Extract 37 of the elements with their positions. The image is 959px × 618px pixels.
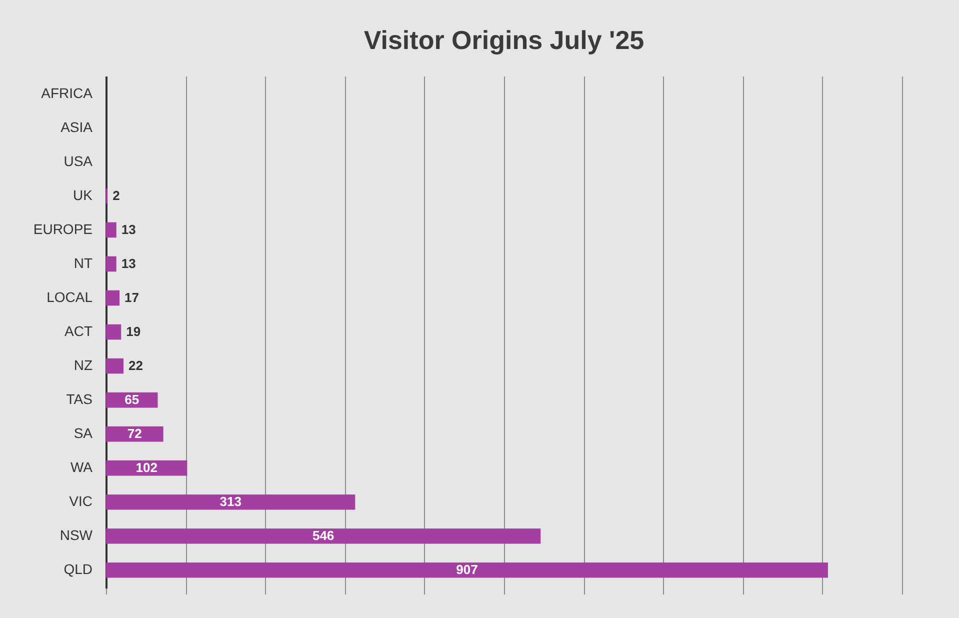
- y-tick-label: LOCAL: [46, 288, 93, 305]
- y-tick-label: VIC: [69, 493, 92, 510]
- bar: [106, 222, 116, 238]
- y-tick-label: NZ: [74, 357, 93, 374]
- y-tick-label: TAS: [66, 391, 92, 408]
- y-tick-label: NSW: [60, 527, 94, 544]
- y-tick-label: WA: [70, 459, 94, 476]
- data-label: 13: [121, 222, 136, 237]
- data-label: 13: [121, 256, 136, 271]
- y-tick-label: EUROPE: [33, 220, 92, 237]
- chart-title: Visitor Origins July '25: [364, 25, 644, 55]
- data-label: 72: [127, 426, 142, 442]
- data-label: 65: [124, 392, 140, 408]
- bar: [106, 324, 122, 340]
- bar: [106, 494, 356, 510]
- y-tick-label: UK: [73, 186, 94, 203]
- bar: [106, 562, 828, 578]
- data-label: 19: [126, 324, 141, 339]
- data-label: 102: [136, 460, 158, 476]
- bar: [106, 290, 120, 306]
- bar: [106, 256, 116, 272]
- bar: [106, 358, 124, 374]
- data-label: 17: [124, 290, 139, 305]
- y-tick-label: SA: [74, 425, 94, 442]
- data-label: 2: [112, 188, 120, 203]
- bar: [106, 426, 164, 442]
- y-tick-label: QLD: [64, 561, 92, 578]
- data-label: 313: [220, 494, 242, 510]
- y-tick-label: ASIA: [60, 118, 94, 135]
- y-tick-label: NT: [74, 254, 93, 271]
- data-label: 907: [456, 562, 478, 578]
- bar: [106, 528, 541, 544]
- data-label: 22: [128, 358, 143, 374]
- y-tick-label: AFRICA: [41, 84, 94, 101]
- y-tick-label: ACT: [64, 323, 93, 339]
- y-tick-label: USA: [64, 152, 94, 169]
- data-label: 546: [312, 528, 334, 544]
